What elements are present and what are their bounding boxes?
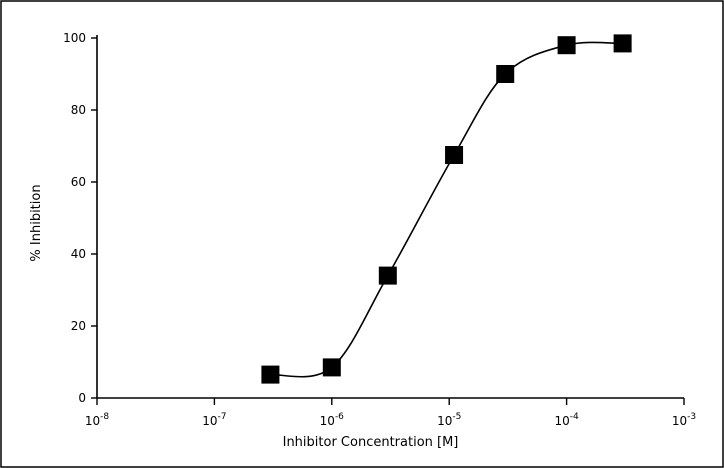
fit-curve bbox=[270, 41, 623, 378]
x-tick-label: 10-4 bbox=[554, 412, 579, 428]
x-tick-label: 10-8 bbox=[85, 412, 110, 428]
y-tick-label: 80 bbox=[71, 103, 86, 117]
fit-curve-layer bbox=[270, 41, 623, 378]
data-points bbox=[261, 34, 632, 384]
x-tick-label: 10-5 bbox=[437, 412, 461, 428]
data-point-marker bbox=[378, 266, 397, 285]
ticks: 0 20 40 60 80 100 10-8 10-7 10-6 10-5 10-4 10-3 bbox=[63, 31, 696, 428]
data-point-marker bbox=[613, 34, 632, 53]
y-tick-label: 40 bbox=[71, 247, 86, 261]
data-point-marker bbox=[261, 365, 280, 384]
x-tick-label: 10-7 bbox=[202, 412, 226, 428]
y-axis-label: % Inhibition bbox=[29, 184, 44, 261]
axes bbox=[96, 35, 684, 399]
x-tick-label: 10-3 bbox=[672, 412, 696, 428]
data-point-marker bbox=[496, 65, 515, 83]
data-point-marker bbox=[322, 358, 341, 377]
y-tick-label: 0 bbox=[78, 391, 86, 405]
x-axis-label: Inhibitor Concentration [M] bbox=[283, 435, 459, 450]
x-tick-label: 10-6 bbox=[320, 412, 345, 428]
y-tick-label: 20 bbox=[71, 319, 86, 333]
data-point-marker bbox=[445, 146, 464, 164]
y-tick-label: 100 bbox=[63, 31, 86, 45]
data-point-marker bbox=[557, 36, 576, 55]
y-tick-label: 60 bbox=[71, 175, 86, 189]
